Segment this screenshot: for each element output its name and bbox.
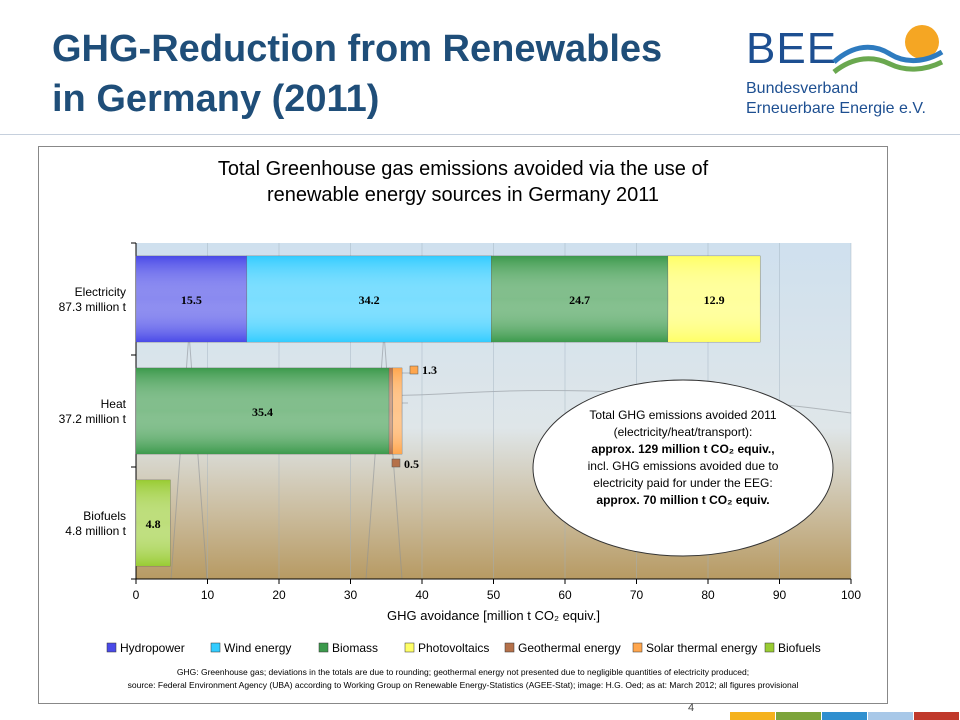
sun-wave-icon (832, 25, 944, 74)
category-label: Biofuels (83, 509, 126, 523)
bee-logo: BEE Bundesverband Erneuerbare Energie e.… (740, 18, 950, 128)
chart-title-line: Total Greenhouse gas emissions avoided v… (218, 158, 709, 180)
annotation-text: electricity paid for under the EEG: (593, 476, 772, 490)
footer-color-segment (914, 712, 959, 720)
annotation-text: approx. 129 million t CO₂ equiv., (591, 442, 774, 456)
x-tick-label: 60 (558, 588, 572, 602)
x-tick-label: 40 (415, 588, 429, 602)
footer-color-segment (822, 712, 867, 720)
legend-label: Biofuels (778, 641, 821, 655)
chart-panel: Total Greenhouse gas emissions avoided v… (38, 146, 888, 704)
logo-line2: Erneuerbare Energie e.V. (746, 100, 926, 117)
category-total: 87.3 million t (59, 300, 127, 314)
x-tick-label: 100 (841, 588, 861, 602)
slide-title-line1: GHG-Reduction from Renewables (52, 28, 663, 70)
annotation-ellipse (532, 379, 834, 557)
data-label: 34.2 (359, 293, 380, 307)
x-tick-label: 0 (133, 588, 140, 602)
data-label-geothermal: 0.5 (404, 457, 419, 471)
x-tick-label: 90 (773, 588, 787, 602)
ghg-chart: Total Greenhouse gas emissions avoided v… (59, 158, 862, 690)
bar-shade (136, 256, 247, 342)
footnote-line: GHG: Greenhouse gas; deviations in the t… (177, 667, 749, 677)
footer-color-segment (776, 712, 821, 720)
footer-color-segment (730, 712, 775, 720)
annotation-text: (electricity/heat/transport): (614, 425, 753, 439)
header-divider (0, 134, 960, 135)
logo-line1: Bundesverband (746, 80, 859, 97)
legend-swatch (504, 642, 515, 653)
slide-title-line2: in Germany (2011) (52, 78, 380, 120)
data-label: 35.4 (252, 405, 273, 419)
legend-label: Photovoltaics (418, 641, 489, 655)
legend-label: Solar thermal energy (646, 641, 757, 655)
callout-marker-geothermal (391, 458, 401, 468)
data-label: 24.7 (569, 293, 590, 307)
bar-shade (246, 256, 492, 342)
bar-shade (667, 256, 761, 342)
x-tick-label: 30 (344, 588, 358, 602)
bar-shade (389, 368, 393, 454)
data-label: 12.9 (704, 293, 725, 307)
annotation-text: approx. 70 million t CO₂ equiv. (596, 493, 769, 507)
bar-shade (491, 256, 668, 342)
data-label-solar-thermal: 1.3 (422, 363, 437, 377)
legend-swatch (318, 642, 329, 653)
x-tick-label: 80 (701, 588, 715, 602)
bar-shade (136, 480, 171, 566)
legend-label: Hydropower (120, 641, 185, 655)
callout-marker-solar-thermal (409, 365, 419, 375)
bar-shade (136, 368, 390, 454)
x-axis-label: GHG avoidance [million t CO₂ equiv.] (387, 608, 600, 623)
x-tick-label: 20 (272, 588, 286, 602)
footnote-line: source: Federal Environment Agency (UBA)… (128, 680, 799, 690)
category-label: Electricity (75, 285, 126, 299)
legend-label: Geothermal energy (518, 641, 621, 655)
page-number: 4 (688, 702, 695, 714)
category-total: 37.2 million t (59, 412, 127, 426)
data-label: 4.8 (146, 517, 161, 531)
chart-title-line: renewable energy sources in Germany 2011 (267, 184, 659, 206)
category-total: 4.8 million t (65, 524, 126, 538)
data-label: 15.5 (181, 293, 202, 307)
legend-swatch (106, 642, 117, 653)
x-tick-label: 10 (201, 588, 215, 602)
legend-swatch (632, 642, 643, 653)
legend-swatch (764, 642, 775, 653)
footer-color-segment (868, 712, 913, 720)
category-label: Heat (101, 397, 127, 411)
x-tick-label: 70 (630, 588, 644, 602)
legend-label: Biomass (332, 641, 378, 655)
x-tick-label: 50 (487, 588, 501, 602)
logo-wordmark: BEE (746, 24, 838, 73)
footer-color-bar (730, 712, 959, 720)
legend-label: Wind energy (224, 641, 291, 655)
legend-swatch (404, 642, 415, 653)
annotation-text: Total GHG emissions avoided 2011 (589, 408, 777, 422)
legend-swatch (210, 642, 221, 653)
annotation-text: incl. GHG emissions avoided due to (588, 459, 779, 473)
slide-title: GHG-Reduction from Renewables in Germany… (52, 24, 732, 124)
bar-shade (392, 368, 402, 454)
